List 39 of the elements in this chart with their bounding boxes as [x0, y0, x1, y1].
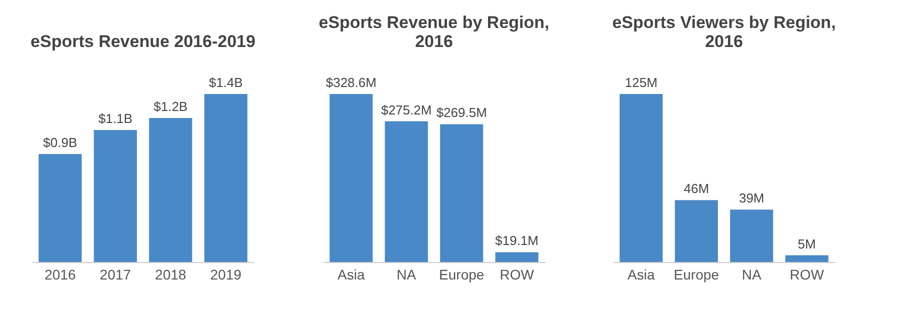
- bar: [94, 130, 137, 262]
- data-label: $1.1B: [98, 111, 132, 126]
- data-label: 46M: [684, 181, 710, 196]
- data-label: $328.6M: [326, 75, 376, 90]
- chart-title: eSports Revenue 2016-2019: [30, 32, 256, 51]
- x-tick-label: 2019: [210, 266, 242, 282]
- x-tick-label: Europe: [439, 266, 484, 282]
- x-tick-label: 2016: [44, 266, 76, 282]
- x-tick-label: NA: [742, 266, 762, 282]
- data-label: $1.2B: [154, 99, 188, 114]
- data-label: 125M: [624, 75, 658, 90]
- data-label: 39M: [738, 190, 764, 206]
- bar: [38, 154, 82, 262]
- chart-title: eSports Viewers by Region, 2016: [612, 13, 836, 51]
- x-tick-label: Asia: [338, 266, 365, 282]
- x-tick-label: Asia: [628, 266, 655, 282]
- x-tick-label: ROW: [500, 266, 535, 282]
- x-tick-label: Europe: [674, 266, 720, 282]
- x-tick-label: 2017: [100, 266, 132, 282]
- x-tick-label: 2018: [155, 266, 186, 282]
- bar: [785, 255, 828, 262]
- data-label: 5M: [798, 236, 816, 252]
- bar: [330, 94, 373, 262]
- bar: [674, 200, 718, 262]
- bar: [730, 210, 774, 262]
- bar: [204, 94, 248, 262]
- data-label: $275.2M: [381, 102, 432, 118]
- data-label: $269.5M: [436, 105, 487, 120]
- bar: [495, 252, 538, 262]
- data-label: $0.9B: [43, 135, 78, 150]
- x-tick-label: NA: [396, 266, 417, 282]
- x-tick-label: ROW: [790, 266, 825, 282]
- bar: [384, 121, 428, 262]
- chart-title: eSports Revenue by Region, 2016: [318, 13, 550, 51]
- bar: [149, 118, 192, 262]
- data-label: $1.4B: [208, 75, 243, 90]
- data-label: $19.1M: [495, 233, 539, 248]
- bar: [620, 94, 663, 262]
- bar: [440, 124, 484, 262]
